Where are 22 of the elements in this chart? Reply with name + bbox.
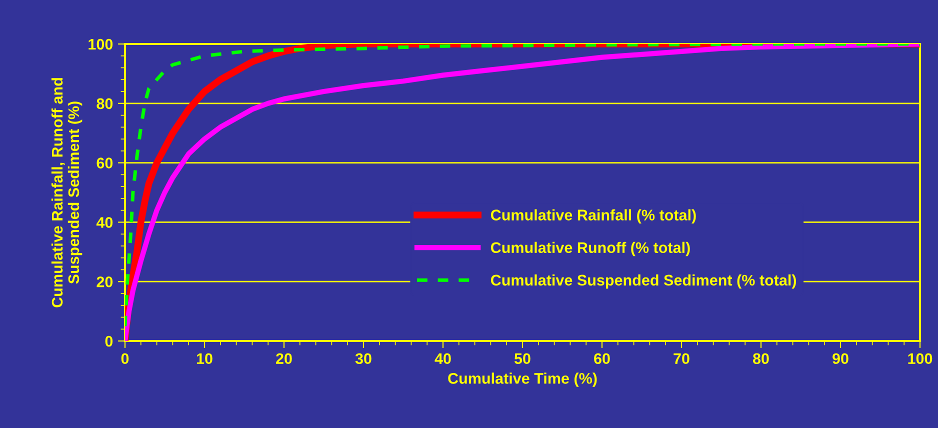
x-tick-label: 50 xyxy=(514,353,530,364)
legend-label: Cumulative Runoff (% total) xyxy=(490,242,690,256)
x-tick-label: 70 xyxy=(674,353,690,364)
y-tick-label: 60 xyxy=(96,158,113,168)
y-tick-label: 20 xyxy=(96,276,113,288)
y-tick-label: 40 xyxy=(96,217,113,228)
y-tick-label: 80 xyxy=(96,98,113,110)
y-axis-title: Cumulative Rainfall, Runoff and Suspended Sediment (%) xyxy=(51,78,82,308)
x-tick-label: 20 xyxy=(276,353,292,364)
legend-label: Cumulative Suspended Sediment (% total) xyxy=(490,274,796,289)
x-tick-label: 60 xyxy=(594,353,610,364)
x-tick-label: 0 xyxy=(121,353,129,364)
x-tick-label: 100 xyxy=(908,353,932,364)
x-tick-label: 80 xyxy=(752,353,769,364)
x-tick-label: 40 xyxy=(434,353,451,364)
x-tick-label: 10 xyxy=(196,353,212,364)
y-tick-label: 0 xyxy=(105,336,113,347)
x-axis-title: Cumulative Time (%) xyxy=(448,372,597,387)
y-tick-label: 100 xyxy=(88,38,113,50)
legend-label: Cumulative Rainfall (% total) xyxy=(490,209,696,224)
x-tick-label: 30 xyxy=(355,353,372,364)
x-tick-label: 90 xyxy=(832,353,848,364)
